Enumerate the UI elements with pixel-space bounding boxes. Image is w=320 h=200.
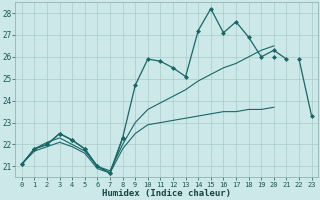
X-axis label: Humidex (Indice chaleur): Humidex (Indice chaleur): [102, 189, 231, 198]
